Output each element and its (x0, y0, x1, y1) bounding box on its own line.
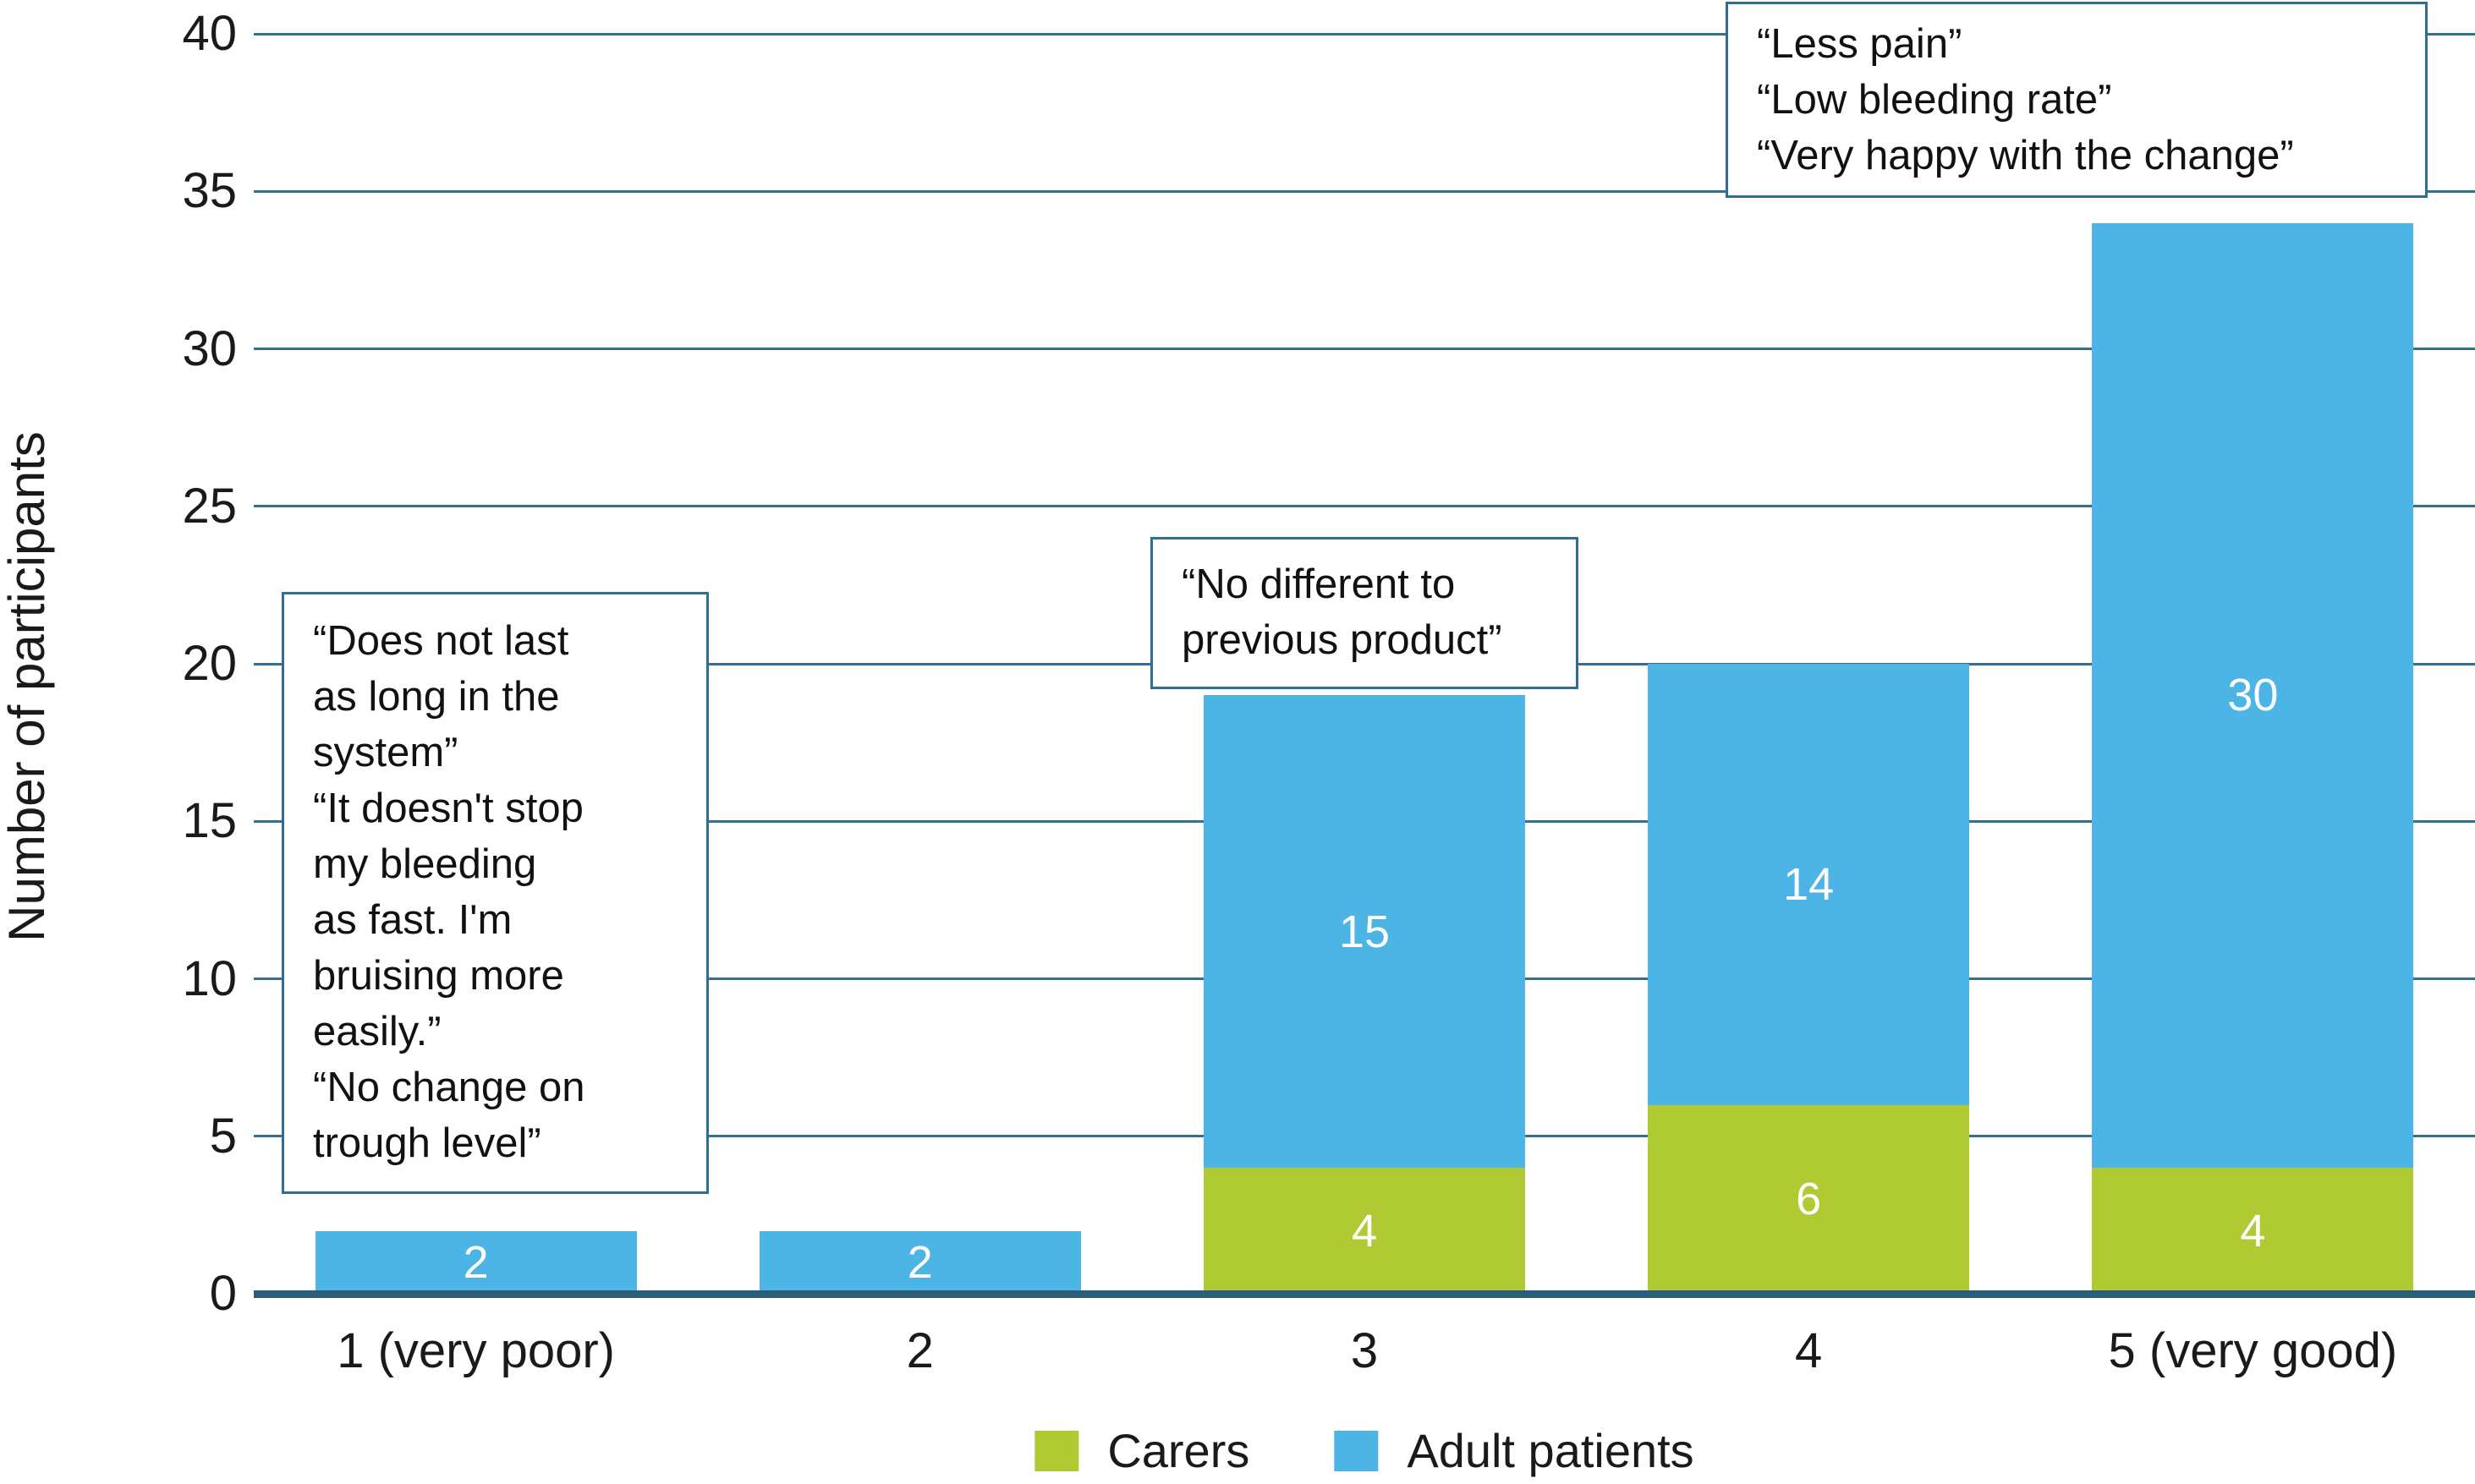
gridline-40 (254, 32, 2475, 36)
gridline-30 (254, 348, 2475, 350)
annotation-mid-score-quote: “No different to previous product” (1150, 537, 1578, 689)
legend: Carers Adult patients (1034, 1424, 1694, 1477)
bar-5-very-good-: 4 30 (2092, 222, 2414, 1294)
plot-area: 2 2 4 15 6 14 4 30 (254, 32, 2475, 1298)
bar-2: 2 (759, 1230, 1081, 1294)
legend-swatch (1034, 1431, 1079, 1471)
y-tick-label-35: 35 (182, 163, 237, 219)
y-tick-label-0: 0 (209, 1266, 237, 1321)
gridline-25 (254, 505, 2475, 508)
gridline-35 (254, 189, 2475, 193)
legend-label: Carers (1107, 1424, 1250, 1477)
bar-4: 6 14 (1648, 664, 1970, 1294)
bar-3: 4 15 (1204, 695, 1525, 1294)
x-tick-label-3: 3 (1350, 1323, 1379, 1378)
bar-1-very-poor-: 2 (315, 1230, 637, 1294)
y-tick-label-5: 5 (209, 1108, 237, 1164)
bar-value-label: 30 (2227, 670, 2279, 721)
legend-item-adult-patients: Adult patients (1334, 1424, 1694, 1477)
bar-value-label: 2 (907, 1236, 933, 1288)
bar-segment-carers-4: 6 (1648, 1104, 1970, 1294)
bar-segment-carers-3: 4 (1204, 1168, 1525, 1294)
x-axis-line (254, 1290, 2475, 1298)
x-tick-label-1: 1 (very poor) (337, 1323, 615, 1378)
bar-value-label: 4 (1351, 1205, 1378, 1257)
bar-value-label: 4 (2240, 1205, 2266, 1257)
bar-segment-carers-5: 4 (2092, 1168, 2414, 1294)
bar-value-label: 15 (1338, 906, 1391, 957)
bar-segment-adult-patients-2: 2 (759, 1230, 1081, 1294)
bar-value-label: 6 (1796, 1174, 1822, 1225)
annotation-low-score-quotes: “Does not last as long in the system” “I… (282, 592, 709, 1194)
x-tick-label-2: 2 (906, 1323, 934, 1378)
legend-swatch (1334, 1431, 1379, 1471)
annotation-high-score-quotes: “Less pain” “Low bleeding rate” “Very ha… (1726, 2, 2428, 198)
bar-segment-adult-patients-5: 30 (2092, 222, 2414, 1168)
bar-value-label: 14 (1783, 858, 1835, 910)
bar-segment-adult-patients-1: 2 (315, 1230, 637, 1294)
y-tick-label-15: 15 (182, 793, 237, 849)
legend-label: Adult patients (1407, 1424, 1694, 1477)
y-tick-label-20: 20 (182, 636, 237, 691)
y-tick-label-40: 40 (182, 6, 237, 61)
y-tick-label-30: 30 (182, 320, 237, 376)
x-tick-label-4: 4 (1795, 1323, 1823, 1378)
bar-value-label: 2 (463, 1236, 489, 1288)
bar-segment-adult-patients-3: 15 (1204, 695, 1525, 1168)
legend-item-carers: Carers (1034, 1426, 1249, 1476)
y-tick-label-25: 25 (182, 478, 237, 534)
x-tick-label-5: 5 (very good) (2108, 1323, 2398, 1378)
y-tick-label-10: 10 (182, 950, 237, 1006)
bar-segment-adult-patients-4: 14 (1648, 664, 1970, 1105)
